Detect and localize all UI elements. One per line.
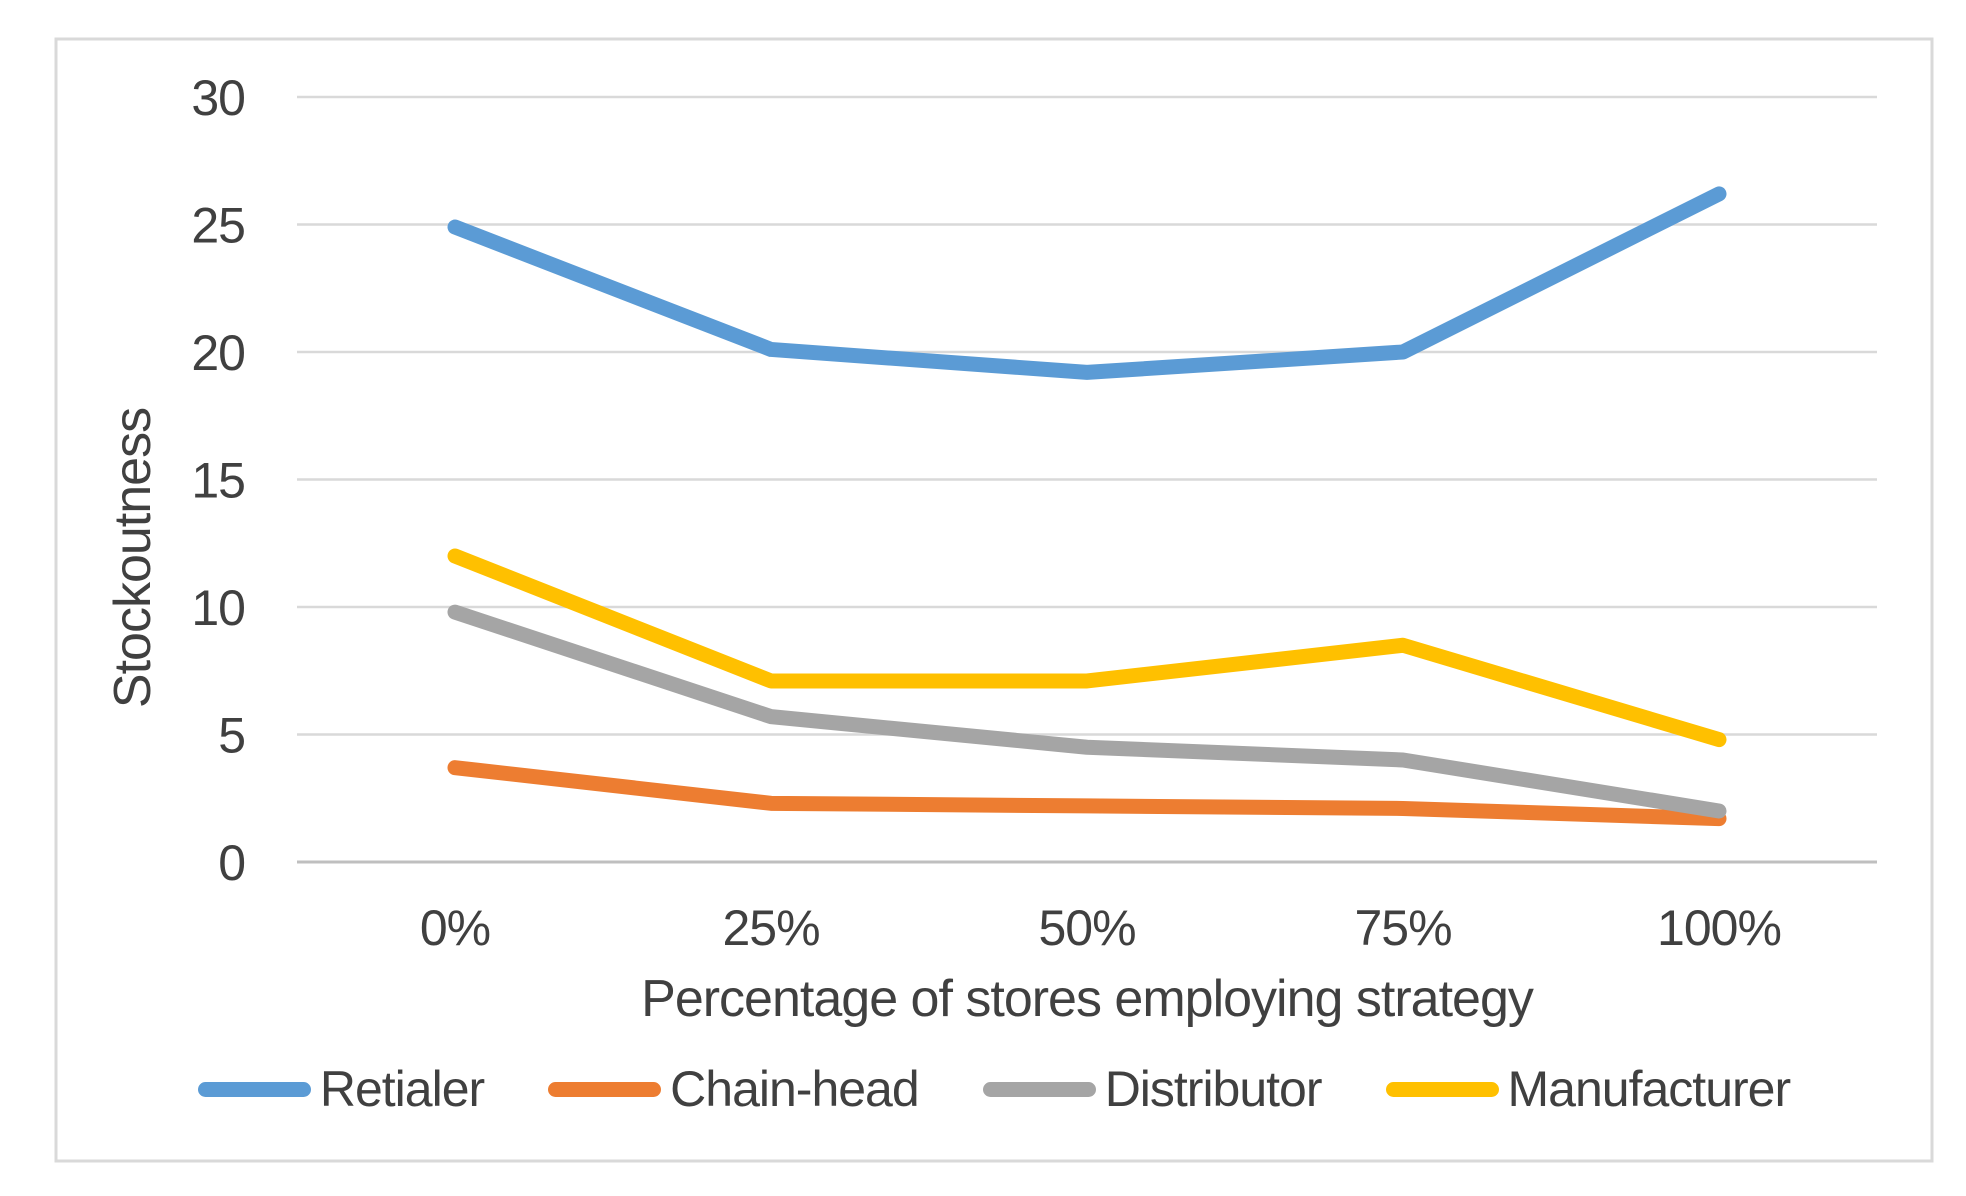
x-tick-label: 50%	[1038, 900, 1135, 956]
legend-item-manufacturer: Manufacturer	[1385, 1061, 1792, 1117]
x-tick-label: 100%	[1657, 900, 1781, 956]
y-axis-title: Stockoutness	[104, 408, 162, 708]
series-line-manufacturer	[447, 548, 1727, 748]
y-tick-label: 5	[218, 708, 245, 764]
legend-swatch-retialer	[197, 1081, 311, 1097]
legend-swatch-chain-head	[548, 1081, 662, 1097]
legend-item-distributor: Distributor	[982, 1061, 1323, 1117]
legend-swatch-manufacturer	[1385, 1081, 1499, 1097]
legend-label-chain-head: Chain-head	[670, 1061, 920, 1117]
legend-swatch-distributor	[982, 1081, 1096, 1097]
legend-label-manufacturer: Manufacturer	[1507, 1061, 1792, 1117]
y-tick-label: 10	[191, 580, 245, 636]
legend-item-chain-head: Chain-head	[548, 1061, 920, 1117]
y-tick-label: 0	[218, 835, 245, 891]
y-tick-label: 20	[191, 325, 245, 381]
x-tick-label: 0%	[420, 900, 490, 956]
series-line-distributor	[447, 604, 1727, 819]
legend: Retialer Chain-head Distributor Manufacture…	[55, 1058, 1933, 1120]
series-line-retialer	[447, 186, 1727, 380]
x-axis-title: Percentage of stores employing strategy	[641, 970, 1534, 1028]
y-tick-label: 15	[191, 453, 245, 509]
y-tick-label: 30	[191, 70, 245, 126]
x-tick-label: 25%	[722, 900, 819, 956]
x-tick-label: 75%	[1354, 900, 1451, 956]
y-tick-label: 25	[191, 198, 245, 254]
legend-item-retialer: Retialer	[197, 1061, 485, 1117]
series-line-chain-head	[447, 760, 1727, 827]
chart-panel	[54, 37, 1934, 1163]
legend-label-retialer: Retialer	[319, 1061, 485, 1117]
legend-label-distributor: Distributor	[1104, 1061, 1323, 1117]
